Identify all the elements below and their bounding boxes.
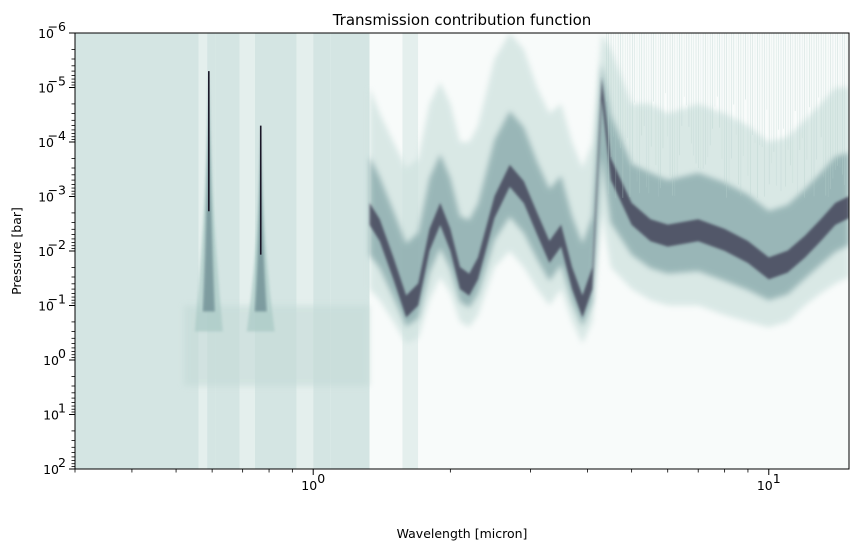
opacity-band bbox=[75, 33, 199, 469]
opacity-band bbox=[239, 33, 255, 469]
y-tick-exponent: 1 bbox=[58, 401, 66, 416]
y-tick-exponent: 0 bbox=[58, 346, 66, 361]
y-axis-label: Pressure [bar] bbox=[9, 207, 24, 295]
y-tick-exponent: −6 bbox=[48, 19, 66, 34]
y-tick-label: 10 bbox=[38, 190, 54, 205]
y-tick-label: 10 bbox=[43, 462, 59, 477]
x-tick-exponent: 1 bbox=[773, 471, 781, 486]
opacity-band bbox=[330, 33, 370, 469]
plot-area bbox=[75, 33, 849, 469]
y-tick-label: 10 bbox=[43, 353, 59, 368]
contribution-inner bbox=[369, 62, 849, 327]
opacity-band bbox=[215, 33, 240, 469]
alkali-features bbox=[183, 71, 370, 387]
opacity-band bbox=[296, 33, 314, 469]
chart-title: Transmission contribution function bbox=[332, 11, 592, 29]
y-tick-exponent: −3 bbox=[48, 183, 66, 198]
y-tick-exponent: −2 bbox=[48, 237, 66, 252]
y-tick-label: 10 bbox=[43, 408, 59, 423]
contribution-core bbox=[369, 77, 849, 318]
y-tick-exponent: −1 bbox=[48, 292, 66, 307]
x-tick-exponent: 0 bbox=[317, 471, 325, 486]
y-tick-label: 10 bbox=[38, 135, 54, 150]
y-tick-exponent: −4 bbox=[48, 128, 66, 143]
x-axis-ticks: 10 0 10 1 bbox=[74, 469, 781, 493]
contribution-layer bbox=[369, 33, 849, 344]
y-tick-exponent: 2 bbox=[58, 455, 66, 470]
opacity-band bbox=[313, 33, 331, 469]
x-tick-label: 10 bbox=[301, 478, 317, 493]
y-tick-label: 10 bbox=[38, 81, 54, 96]
y-tick-label: 10 bbox=[38, 26, 54, 41]
x-tick-label: 10 bbox=[757, 478, 773, 493]
y-tick-label: 10 bbox=[38, 244, 54, 259]
y-tick-label: 10 bbox=[38, 299, 54, 314]
y-tick-exponent: −5 bbox=[48, 74, 66, 89]
x-axis-label: Wavelength [micron] bbox=[397, 526, 528, 541]
